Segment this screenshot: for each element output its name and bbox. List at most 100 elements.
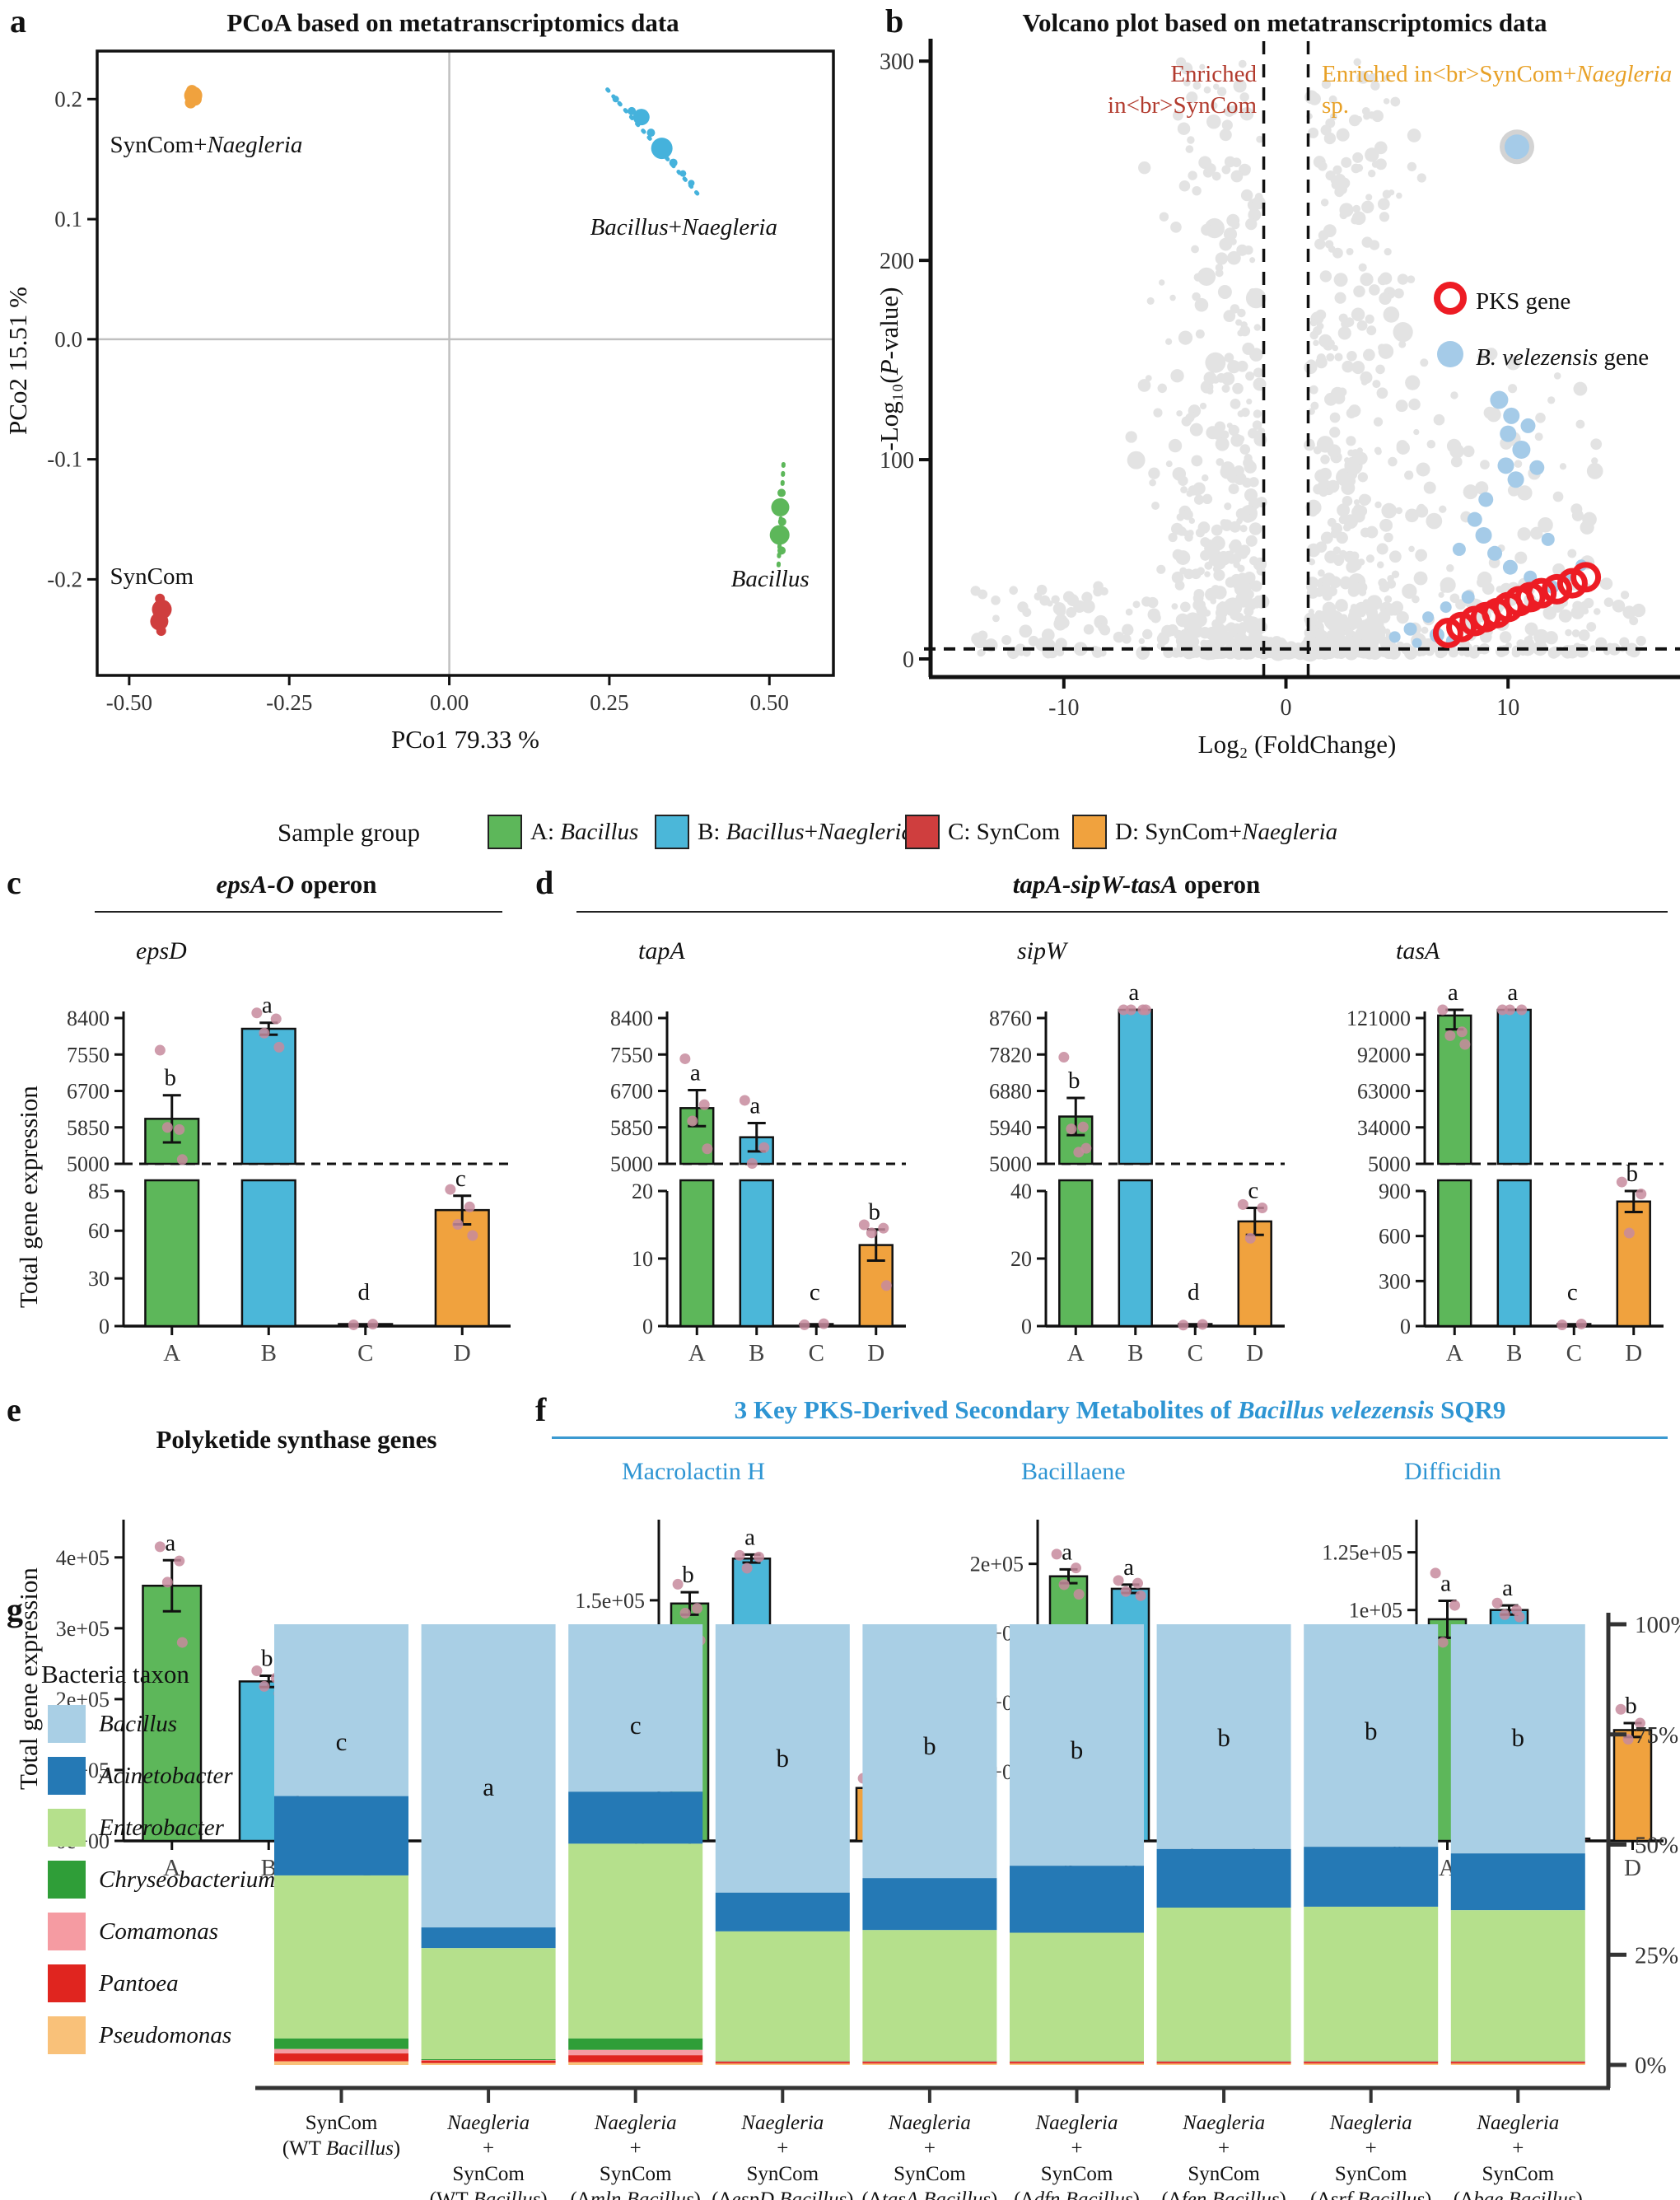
data-point <box>1459 1039 1471 1050</box>
data-point <box>1491 1597 1503 1609</box>
data-point <box>154 1541 166 1553</box>
data-point <box>746 1157 758 1169</box>
data-point <box>1575 1318 1587 1329</box>
svg-text:121000: 121000 <box>1346 1007 1411 1030</box>
tapA-name: tapA <box>638 937 685 965</box>
data-point <box>688 180 695 187</box>
svg-text:6880: 6880 <box>989 1080 1032 1104</box>
legend-label-B: B: Bacillus+Naegleria <box>698 818 914 845</box>
data-point <box>679 170 687 177</box>
segment-Pantoea <box>274 2053 408 2062</box>
svg-text:7550: 7550 <box>610 1043 653 1067</box>
tasA-name: tasA <box>1396 937 1440 965</box>
svg-text:-0.25: -0.25 <box>266 690 312 715</box>
svg-text:PCo1 79.33 %: PCo1 79.33 % <box>391 725 539 754</box>
svg-text:1e+05: 1e+05 <box>1349 1599 1402 1623</box>
svg-text:75%: 75% <box>1635 1722 1678 1749</box>
taxa-name: Comamonas <box>99 1917 219 1945</box>
segment-Pseudomonas <box>1156 2063 1291 2065</box>
data-point <box>1500 425 1517 442</box>
data-point <box>1615 1703 1626 1715</box>
bar-group-D <box>1237 1198 1272 1328</box>
segment-Pseudomonas <box>568 2062 703 2065</box>
data-point <box>1444 1030 1456 1041</box>
volcano-title: Volcano plot based on metatranscriptomic… <box>1022 8 1547 37</box>
taxa-swatch <box>48 1809 86 1847</box>
data-point <box>1516 1004 1528 1016</box>
data-point <box>777 488 786 497</box>
segment-Chryseobacterium <box>1450 2061 1585 2062</box>
segment-Enterobacter <box>568 1843 703 2039</box>
svg-text:20: 20 <box>632 1179 653 1203</box>
data-point <box>754 1551 764 1562</box>
segment-Chryseobacterium <box>1010 2061 1144 2062</box>
data-point <box>1071 1562 1081 1574</box>
sig-letter: b <box>923 1731 936 1760</box>
svg-text:20: 20 <box>1010 1247 1032 1271</box>
volcano-legend-bvele: B. velezensis gene <box>1476 344 1650 371</box>
data-point <box>251 1007 263 1019</box>
data-point <box>1437 1637 1449 1648</box>
sig-letter: d <box>358 1279 371 1306</box>
data-point <box>1449 1600 1460 1611</box>
data-point <box>669 158 678 167</box>
panel-c-epsA-O: c epsA-O operon epsD Total gene expressi… <box>0 865 527 1380</box>
volcano-plot: 0 100 200 300 -10 0 10 Log₂ (FoldChange) <box>880 39 1680 759</box>
svg-text:5000: 5000 <box>67 1152 110 1176</box>
segment-Enterobacter <box>1304 1906 1439 2062</box>
data-point <box>818 1318 829 1329</box>
volcano-background-points <box>970 57 1646 662</box>
svg-text:D: D <box>1625 1340 1642 1366</box>
data-point <box>628 106 637 115</box>
community-xlabel: Naegleria + SynCom (Δmln Bacillus) <box>570 2112 701 2200</box>
pcoa-group <box>605 87 700 196</box>
data-point <box>161 1576 173 1588</box>
sig-letter: a <box>1128 979 1139 1006</box>
data-point <box>154 1044 166 1056</box>
data-point <box>651 138 673 160</box>
data-point <box>1118 1004 1129 1016</box>
data-point <box>259 1027 270 1039</box>
data-point <box>150 612 169 631</box>
sig-letter: a <box>749 1093 760 1119</box>
svg-text:5850: 5850 <box>610 1116 653 1140</box>
panel-f-label: f <box>535 1391 547 1428</box>
data-point <box>612 96 619 103</box>
segment-Pseudomonas <box>274 2061 408 2065</box>
segment-Comamonas <box>274 2048 408 2054</box>
data-point <box>687 1115 698 1127</box>
segment-Pantoea <box>1010 2062 1144 2064</box>
pcoa-title: PCoA based on metatranscriptomics data <box>226 8 679 37</box>
legend-label-D: D: SynCom+Naegleria <box>1115 818 1338 845</box>
data-point <box>348 1319 359 1330</box>
svg-text:0.1: 0.1 <box>54 207 82 231</box>
legend-item-D: D: SynCom+Naegleria <box>1072 815 1337 849</box>
segment-Enterobacter <box>1156 1908 1291 2062</box>
metabolites-underline <box>552 1436 1668 1439</box>
segment-Pseudomonas <box>715 2063 850 2065</box>
svg-text:0.2: 0.2 <box>54 86 82 111</box>
data-point <box>769 525 790 545</box>
data-point <box>1422 611 1435 624</box>
svg-text:0: 0 <box>1400 1315 1411 1338</box>
cluster-label: SynCom <box>110 563 194 591</box>
svg-text:C: C <box>357 1340 373 1366</box>
segment-Pantoea <box>715 2062 850 2064</box>
bar-group-D <box>1612 1703 1653 1843</box>
stacked-bar-3 <box>568 1624 703 2065</box>
data-point <box>251 1665 263 1676</box>
data-point <box>1461 591 1475 604</box>
bar-group-A <box>144 1044 200 1328</box>
taxa-legend-item: Comamonas <box>48 1913 218 1950</box>
segment-Bacillus <box>421 1624 556 1928</box>
svg-text:200: 200 <box>880 249 914 274</box>
svg-text:C: C <box>1566 1340 1582 1366</box>
data-point <box>777 546 786 555</box>
community-xlabel: Naegleria + SynCom (Δfen Bacillus) <box>1161 2112 1286 2200</box>
segment-Enterobacter <box>715 1931 850 2062</box>
stacked-bar-7 <box>1156 1624 1291 2065</box>
svg-text:6700: 6700 <box>67 1080 110 1104</box>
community-xlabel: Naegleria + SynCom (Δbae Bacillus) <box>1453 2112 1583 2200</box>
taxa-legend-item: Pseudomonas <box>48 2016 231 2054</box>
svg-text:A: A <box>163 1855 180 1881</box>
